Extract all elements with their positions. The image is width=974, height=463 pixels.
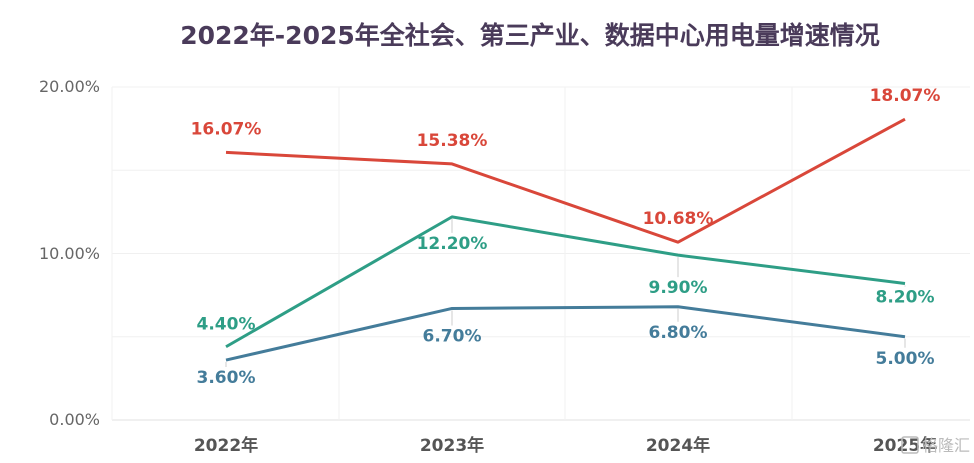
- data-label: 6.70%: [423, 326, 482, 346]
- data-label: 3.60%: [197, 368, 256, 388]
- x-tick-label: 2025年: [873, 435, 937, 456]
- y-tick-label: 0.00%: [49, 410, 100, 429]
- gridlines: [111, 86, 970, 421]
- y-tick-label: 10.00%: [39, 244, 100, 263]
- series-layer: 16.07% 15.38% 10.68% 18.07% 4.40% 12.20% 9.90%…: [191, 86, 941, 388]
- x-tick-label: 2022年: [194, 435, 258, 456]
- series-line: [225, 215, 906, 349]
- data-label: 5.00%: [876, 349, 935, 369]
- series-line: [225, 305, 906, 362]
- data-label: 12.20%: [417, 234, 488, 254]
- x-axis: 2022年 2023年 2024年 2025年: [194, 435, 937, 456]
- y-tick-label: 20.00%: [39, 77, 100, 96]
- data-label: 8.20%: [876, 287, 935, 307]
- chart-title: 2022年-2025年全社会、第三产业、数据中心用电量增速情况: [180, 21, 880, 50]
- series-line: [225, 117, 906, 244]
- x-tick-label: 2024年: [646, 435, 710, 456]
- data-label: 16.07%: [191, 119, 262, 139]
- data-label: 15.38%: [417, 131, 488, 151]
- series-2: 4.40% 12.20% 9.90% 8.20%: [197, 215, 935, 349]
- watermark: 格隆汇: [901, 436, 970, 455]
- data-label: 18.07%: [870, 86, 941, 106]
- data-label: 9.90%: [649, 278, 708, 298]
- series-1: 16.07% 15.38% 10.68% 18.07%: [191, 86, 941, 244]
- data-label: 6.80%: [649, 323, 708, 343]
- data-label: 10.68%: [643, 209, 714, 229]
- y-axis: 0.00% 10.00% 20.00%: [39, 77, 100, 429]
- data-label: 4.40%: [197, 315, 256, 335]
- watermark-logo-icon: [901, 436, 919, 454]
- series-3: 3.60% 6.70% 6.80% 5.00%: [197, 305, 935, 388]
- x-tick-label: 2023年: [420, 435, 484, 456]
- watermark-text: 格隆汇: [922, 436, 970, 455]
